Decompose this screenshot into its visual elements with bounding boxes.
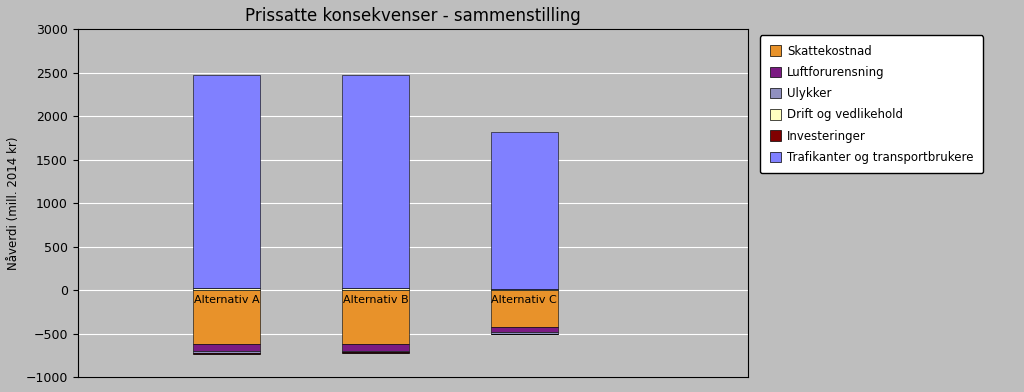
Bar <box>342 288 409 290</box>
Bar <box>342 352 409 353</box>
Bar <box>193 75 260 288</box>
Bar <box>193 353 260 354</box>
Bar <box>490 290 558 327</box>
Bar <box>490 289 558 290</box>
Y-axis label: Nåverdi (mill. 2014 kr): Nåverdi (mill. 2014 kr) <box>7 136 19 270</box>
Bar <box>490 327 558 332</box>
Title: Prissatte konsekvenser - sammenstilling: Prissatte konsekvenser - sammenstilling <box>245 7 581 25</box>
Bar <box>490 332 558 334</box>
Bar <box>193 351 260 353</box>
Bar <box>342 75 409 288</box>
Text: Alternativ C: Alternativ C <box>492 295 557 305</box>
Bar <box>193 344 260 351</box>
Bar <box>342 350 409 352</box>
Text: Alternativ A: Alternativ A <box>194 295 259 305</box>
Bar <box>193 288 260 290</box>
Bar <box>342 290 409 343</box>
Text: Alternativ B: Alternativ B <box>343 295 409 305</box>
Legend: Skattekostnad, Luftforurensning, Ulykker, Drift og vedlikehold, Investeringer, T: Skattekostnad, Luftforurensning, Ulykker… <box>760 35 983 173</box>
Bar <box>342 343 409 350</box>
Bar <box>193 290 260 344</box>
Bar <box>490 132 558 289</box>
